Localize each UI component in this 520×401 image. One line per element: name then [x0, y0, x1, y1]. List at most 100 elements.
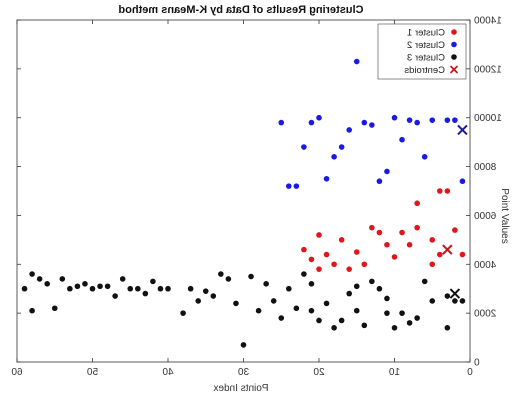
- data-point: [202, 288, 209, 294]
- data-point: [119, 276, 126, 282]
- data-point: [316, 114, 322, 121]
- data-point: [437, 251, 443, 258]
- data-point: [353, 307, 360, 314]
- data-point: [150, 278, 156, 285]
- data-point: [414, 315, 420, 321]
- y-tick-label: 14000: [474, 16, 502, 27]
- data-point: [195, 298, 201, 304]
- data-point: [346, 266, 353, 272]
- data-point: [104, 283, 111, 290]
- data-point: [308, 119, 315, 126]
- data-point: [444, 293, 451, 299]
- y-tick-label: 6000: [474, 211, 497, 222]
- data-point: [248, 273, 254, 280]
- data-point: [165, 285, 171, 292]
- data-point: [331, 261, 337, 268]
- data-point: [369, 122, 375, 128]
- data-point: [399, 136, 405, 143]
- data-point: [338, 317, 345, 324]
- data-point: [21, 285, 28, 292]
- data-point: [421, 278, 428, 285]
- data-point: [361, 119, 368, 126]
- data-point: [391, 254, 398, 260]
- y-tick-label: 4000: [474, 260, 497, 271]
- data-point: [331, 325, 337, 331]
- y-tick-label: 8000: [474, 162, 497, 173]
- legend-label: Cluster 2: [407, 40, 445, 51]
- data-point: [135, 285, 141, 292]
- data-point: [323, 300, 330, 307]
- data-point: [127, 285, 134, 292]
- data-point: [346, 127, 353, 133]
- data-point: [414, 200, 420, 207]
- data-point: [44, 281, 50, 287]
- data-point: [142, 290, 149, 297]
- data-point: [452, 298, 458, 304]
- data-point: [346, 290, 353, 297]
- data-point: [323, 251, 330, 258]
- data-point: [233, 300, 239, 307]
- y-tick-label: 12000: [474, 64, 502, 75]
- centroid-marker: [457, 124, 468, 136]
- data-point: [399, 310, 405, 316]
- data-point: [414, 119, 420, 126]
- data-point: [444, 325, 451, 331]
- data-point: [452, 227, 458, 233]
- data-point: [353, 58, 360, 65]
- data-point: [384, 168, 390, 175]
- data-point: [338, 144, 345, 150]
- x-tick-label: 20: [313, 367, 325, 378]
- data-point: [384, 241, 390, 248]
- x-tick-label: 10: [389, 367, 401, 378]
- y-axis-title: Point Values: [499, 188, 510, 243]
- data-point: [278, 119, 285, 126]
- data-point: [286, 285, 292, 292]
- series-centroids: [442, 124, 468, 299]
- data-point: [369, 224, 375, 231]
- data-point: [421, 154, 428, 160]
- data-point: [429, 261, 436, 268]
- data-point: [240, 342, 247, 348]
- data-point: [437, 188, 443, 194]
- data-point: [331, 154, 337, 160]
- legend-swatch: [451, 41, 457, 48]
- data-point: [376, 229, 383, 236]
- data-point: [278, 315, 285, 321]
- data-point: [97, 283, 103, 290]
- y-tick-label: 2000: [474, 309, 497, 320]
- data-point: [301, 144, 307, 150]
- chart-title: Clustering Results of Data by K-Means me…: [118, 4, 363, 16]
- data-point: [225, 276, 232, 282]
- data-point: [406, 117, 413, 123]
- data-point: [391, 325, 398, 331]
- data-point: [187, 285, 194, 292]
- data-point: [29, 307, 35, 314]
- data-point: [210, 293, 217, 299]
- data-point: [406, 320, 413, 326]
- data-point: [429, 237, 436, 243]
- data-point: [82, 281, 88, 287]
- x-tick-label: 30: [238, 367, 250, 378]
- data-point: [218, 271, 224, 277]
- x-tick-label: 60: [11, 367, 23, 378]
- data-point: [51, 305, 58, 312]
- data-point: [36, 276, 43, 282]
- data-point: [301, 246, 307, 253]
- data-point: [308, 256, 315, 263]
- data-point: [270, 298, 277, 304]
- centroid-stroke: [457, 124, 468, 136]
- x-tick-label: 0: [467, 367, 473, 378]
- data-point: [29, 271, 35, 277]
- data-point: [316, 317, 322, 324]
- data-point: [459, 178, 466, 185]
- data-point: [384, 310, 390, 316]
- data-point: [263, 281, 269, 287]
- data-point: [369, 278, 375, 285]
- legend-swatch: [451, 54, 457, 60]
- data-point: [353, 249, 360, 255]
- data-point: [459, 251, 466, 258]
- data-point: [74, 283, 81, 290]
